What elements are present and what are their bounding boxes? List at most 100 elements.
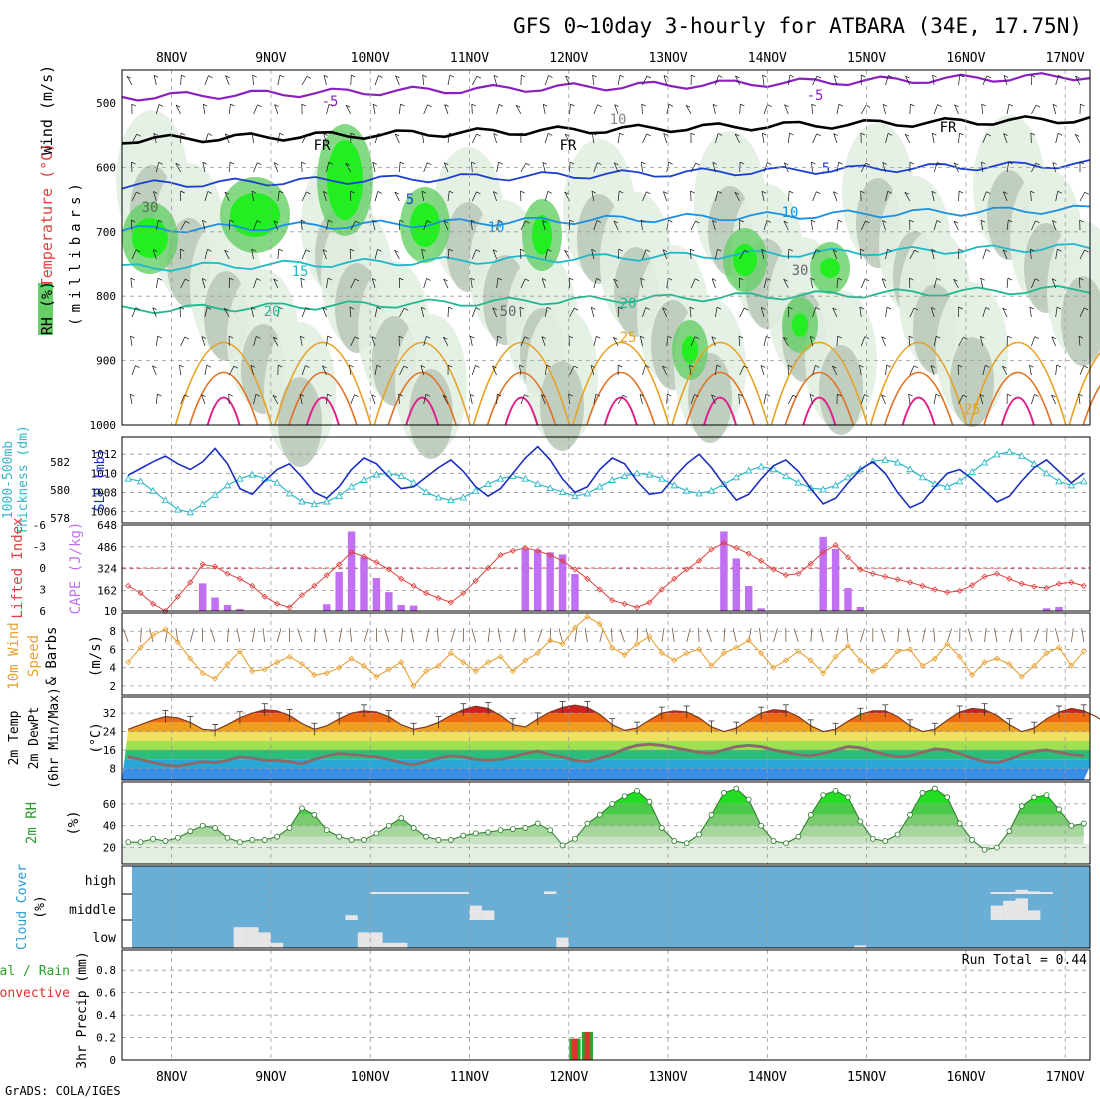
rh-point [634,787,640,794]
wind-barb [425,393,431,397]
wind-barb [524,394,529,397]
lifted-index-line [127,542,1084,612]
thickness-point [223,481,232,489]
wind-barb [255,393,261,397]
rh-point [931,785,938,792]
wind-barb [449,132,454,136]
wind-barb [591,133,595,144]
wind-barb [541,336,546,347]
isotherm-25 [472,341,571,426]
wind-barb [787,191,790,202]
wind-barb [904,192,911,202]
wind-speed-point [944,640,951,648]
wind-barb [760,365,766,368]
wind-barb [836,104,840,115]
wind-barb [1075,75,1081,86]
lifted-index-point [1018,580,1025,587]
wind-barb [811,161,816,165]
wind-barb [812,75,818,86]
wind-barb [717,248,722,252]
wind-barb [1052,162,1057,165]
wind-barb [1030,191,1032,202]
wind-barb [338,628,343,643]
rh-point [311,811,318,818]
wind-barb [152,365,157,369]
wind-barb [512,628,517,643]
wind-barb [618,306,623,310]
wind-barb [761,191,765,202]
wind-barb [622,394,628,398]
wind-barb [322,365,327,376]
wind-barb [789,190,794,194]
thickness-point [496,474,505,482]
cloud-bar [990,892,1004,894]
wind-barb [931,249,935,260]
cape-bar [409,605,418,611]
wind-barb [886,306,892,310]
cloud-bar [543,891,557,894]
wind-barb [715,365,718,376]
wind-barb [326,220,329,231]
thickness-point [633,469,641,477]
cloud-bar [258,932,271,948]
wind-barb [273,278,279,289]
contour-label: 20 [264,304,281,320]
wind-speed-point [422,668,430,675]
wind-barb [376,306,382,310]
wind-barb [448,306,453,310]
thickness-point [943,482,952,490]
cape-bar [323,604,331,611]
wind-barb [201,394,206,405]
thickness-point [149,486,157,494]
wind-barb [420,365,425,376]
rh-point [720,790,727,796]
wind-barb [617,191,620,202]
wind-barb [662,365,668,376]
lifted-index-point [919,582,926,589]
wind-barb [322,365,327,369]
wind-barb [783,279,789,289]
isotherm [121,284,1091,315]
cape-bar [558,554,567,611]
wind-barb [129,393,135,397]
wind-barb [224,249,229,253]
isotherm-30 [387,371,457,426]
wind-barb [326,394,328,405]
lifted-index-point [472,577,479,584]
wind-barb [982,75,988,86]
wind-barb [837,277,843,281]
rh-shade-bright [682,336,698,364]
wind-barb [810,335,815,339]
contour-label: FR [560,138,577,154]
wind-barb [765,393,771,397]
wind-barb [1008,161,1013,165]
wind-barb [864,394,869,397]
wind-barb [859,306,864,310]
date-tick-label: 11NOV [450,1070,489,1085]
wind-barb [547,248,552,252]
wind-barb [738,393,743,397]
rh-point [299,805,305,812]
thickness-point [323,497,331,505]
lifted-index-point [261,593,268,600]
thickness-point [521,474,530,482]
wind-barb [645,249,651,252]
wind-barb [663,75,669,78]
wind-barb [395,75,400,86]
wind-barb [228,366,235,376]
wind-barb [717,133,723,136]
rh-point [857,818,864,825]
thickness-point [757,462,765,470]
wind-barb [641,161,646,165]
wind-barb [276,628,282,643]
wind-barb [958,248,963,252]
wind-barb [224,308,229,311]
wind-speed-point [174,639,181,646]
lifted-index-point [1080,582,1087,589]
thickness-point [434,493,443,501]
wind-barb [711,336,716,347]
wind-barb [327,277,333,281]
wind-barb [372,104,376,115]
thickness-point [955,477,964,485]
contour-label: 15 [292,264,309,280]
